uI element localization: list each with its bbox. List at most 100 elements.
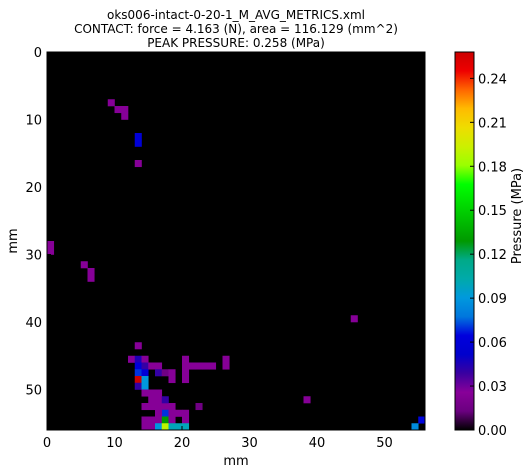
x-axis-label: mm: [223, 454, 248, 469]
heatmap-cell: [134, 369, 142, 377]
heatmap-cell: [161, 396, 169, 404]
heatmap-cell: [161, 369, 169, 377]
colorbar-tick-label: 0.12: [478, 248, 507, 263]
x-tick-label: 30: [241, 436, 258, 451]
y-tick-label: 40: [25, 316, 42, 331]
y-axis-ticks: 0 10 20 30 40 50: [25, 46, 425, 399]
heatmap-cell: [141, 369, 149, 377]
heatmap-cell: [155, 389, 163, 397]
colorbar-tick-label: 0.18: [478, 160, 507, 175]
heatmap-cell: [107, 99, 115, 107]
heatmap-cell: [411, 423, 419, 431]
x-tick-label: 0: [43, 436, 51, 451]
heatmap-cell: [80, 261, 88, 269]
heatmap-cell: [182, 376, 190, 384]
heatmap-cell: [168, 416, 176, 424]
heatmap-cell: [168, 403, 176, 411]
x-axis-ticks: 0 10 20 30 40 50: [43, 52, 393, 451]
heatmap-cells: [47, 99, 426, 431]
heatmap-cell: [87, 268, 95, 276]
heatmap-cell: [182, 423, 190, 431]
heatmap-cell: [148, 389, 156, 397]
x-tick-label: 50: [376, 436, 393, 451]
heatmap-cell: [161, 416, 169, 424]
heatmap-cell: [121, 112, 129, 120]
heatmap-cell: [195, 362, 203, 370]
heatmap-cell: [175, 423, 183, 431]
chart-title-line-2: CONTACT: force = 4.163 (N), area = 116.1…: [74, 22, 398, 36]
heatmap-cell: [168, 369, 176, 377]
colorbar-tick-label: 0.09: [478, 292, 507, 307]
heatmap-cell: [141, 362, 149, 370]
colorbar-ticks: 0.00 0.03 0.06 0.09 0.12 0.15 0.18 0.21 0.24: [470, 72, 507, 439]
heatmap-cell: [134, 139, 142, 147]
heatmap-cell: [182, 369, 190, 377]
heatmap-cell: [168, 409, 176, 417]
heatmap-cell: [161, 403, 169, 411]
heatmap-plot-area: [47, 52, 425, 430]
colorbar-tick-label: 0.24: [478, 72, 507, 87]
heatmap-cell: [303, 396, 311, 404]
colorbar-label: Pressure (MPa): [510, 168, 525, 264]
y-tick-label: 20: [25, 181, 42, 196]
heatmap-cell: [182, 409, 190, 417]
heatmap-cell: [222, 355, 230, 363]
y-tick-label: 30: [25, 249, 42, 264]
heatmap-cell: [114, 106, 122, 114]
colorbar: [454, 51, 475, 431]
heatmap-cell: [168, 376, 176, 384]
heatmap-cell: [141, 416, 149, 424]
heatmap-cell: [47, 247, 55, 255]
heatmap-cell: [148, 416, 156, 424]
heatmap-cell: [195, 403, 203, 411]
heatmap-cell: [134, 355, 142, 363]
heatmap-cell: [209, 362, 217, 370]
heatmap-cell: [148, 423, 156, 431]
heatmap-cell: [182, 416, 190, 424]
heatmap-cell: [161, 423, 169, 431]
heatmap-cell: [134, 160, 142, 168]
heatmap-cell: [141, 403, 149, 411]
heatmap-cell: [418, 416, 426, 424]
heatmap-cell: [87, 274, 95, 282]
heatmap-cell: [161, 409, 169, 417]
colorbar-tick-label: 0.21: [478, 116, 507, 131]
x-tick-label: 40: [309, 436, 326, 451]
colorbar-tick-label: 0.03: [478, 380, 507, 395]
heatmap-cell: [155, 369, 163, 377]
colorbar-tick-label: 0.00: [478, 424, 507, 439]
heatmap-cell: [141, 389, 149, 397]
heatmap-cell: [134, 382, 142, 390]
heatmap-cell: [148, 403, 156, 411]
heatmap-cell: [155, 423, 163, 431]
heatmap-cell: [134, 362, 142, 370]
colorbar-tick-label: 0.06: [478, 336, 507, 351]
y-tick-label: 50: [25, 384, 42, 399]
heatmap-cell: [182, 355, 190, 363]
heatmap-cell: [121, 106, 129, 114]
x-tick-label: 10: [106, 436, 123, 451]
y-tick-label: 10: [25, 114, 42, 129]
heatmap-cell: [141, 355, 149, 363]
heatmap-cell: [128, 355, 136, 363]
heatmap-cell: [148, 396, 156, 404]
heatmap-cell: [134, 342, 142, 350]
x-tick-label: 20: [174, 436, 191, 451]
heatmap-cell: [155, 403, 163, 411]
heatmap-cell: [134, 376, 142, 384]
heatmap-cell: [202, 362, 210, 370]
heatmap-cell: [141, 376, 149, 384]
plot-frame: [46, 51, 426, 431]
heatmap-cell: [155, 409, 163, 417]
heatmap-cell: [148, 362, 156, 370]
heatmap-cell: [175, 409, 183, 417]
heatmap-cell: [47, 241, 55, 249]
heatmap-cell: [350, 315, 358, 323]
heatmap-cell: [134, 133, 142, 141]
heatmap-cell: [155, 416, 163, 424]
heatmap-cell: [141, 382, 149, 390]
y-tick-label: 0: [34, 46, 42, 61]
heatmap-cell: [155, 396, 163, 404]
heatmap-cell: [155, 362, 163, 370]
